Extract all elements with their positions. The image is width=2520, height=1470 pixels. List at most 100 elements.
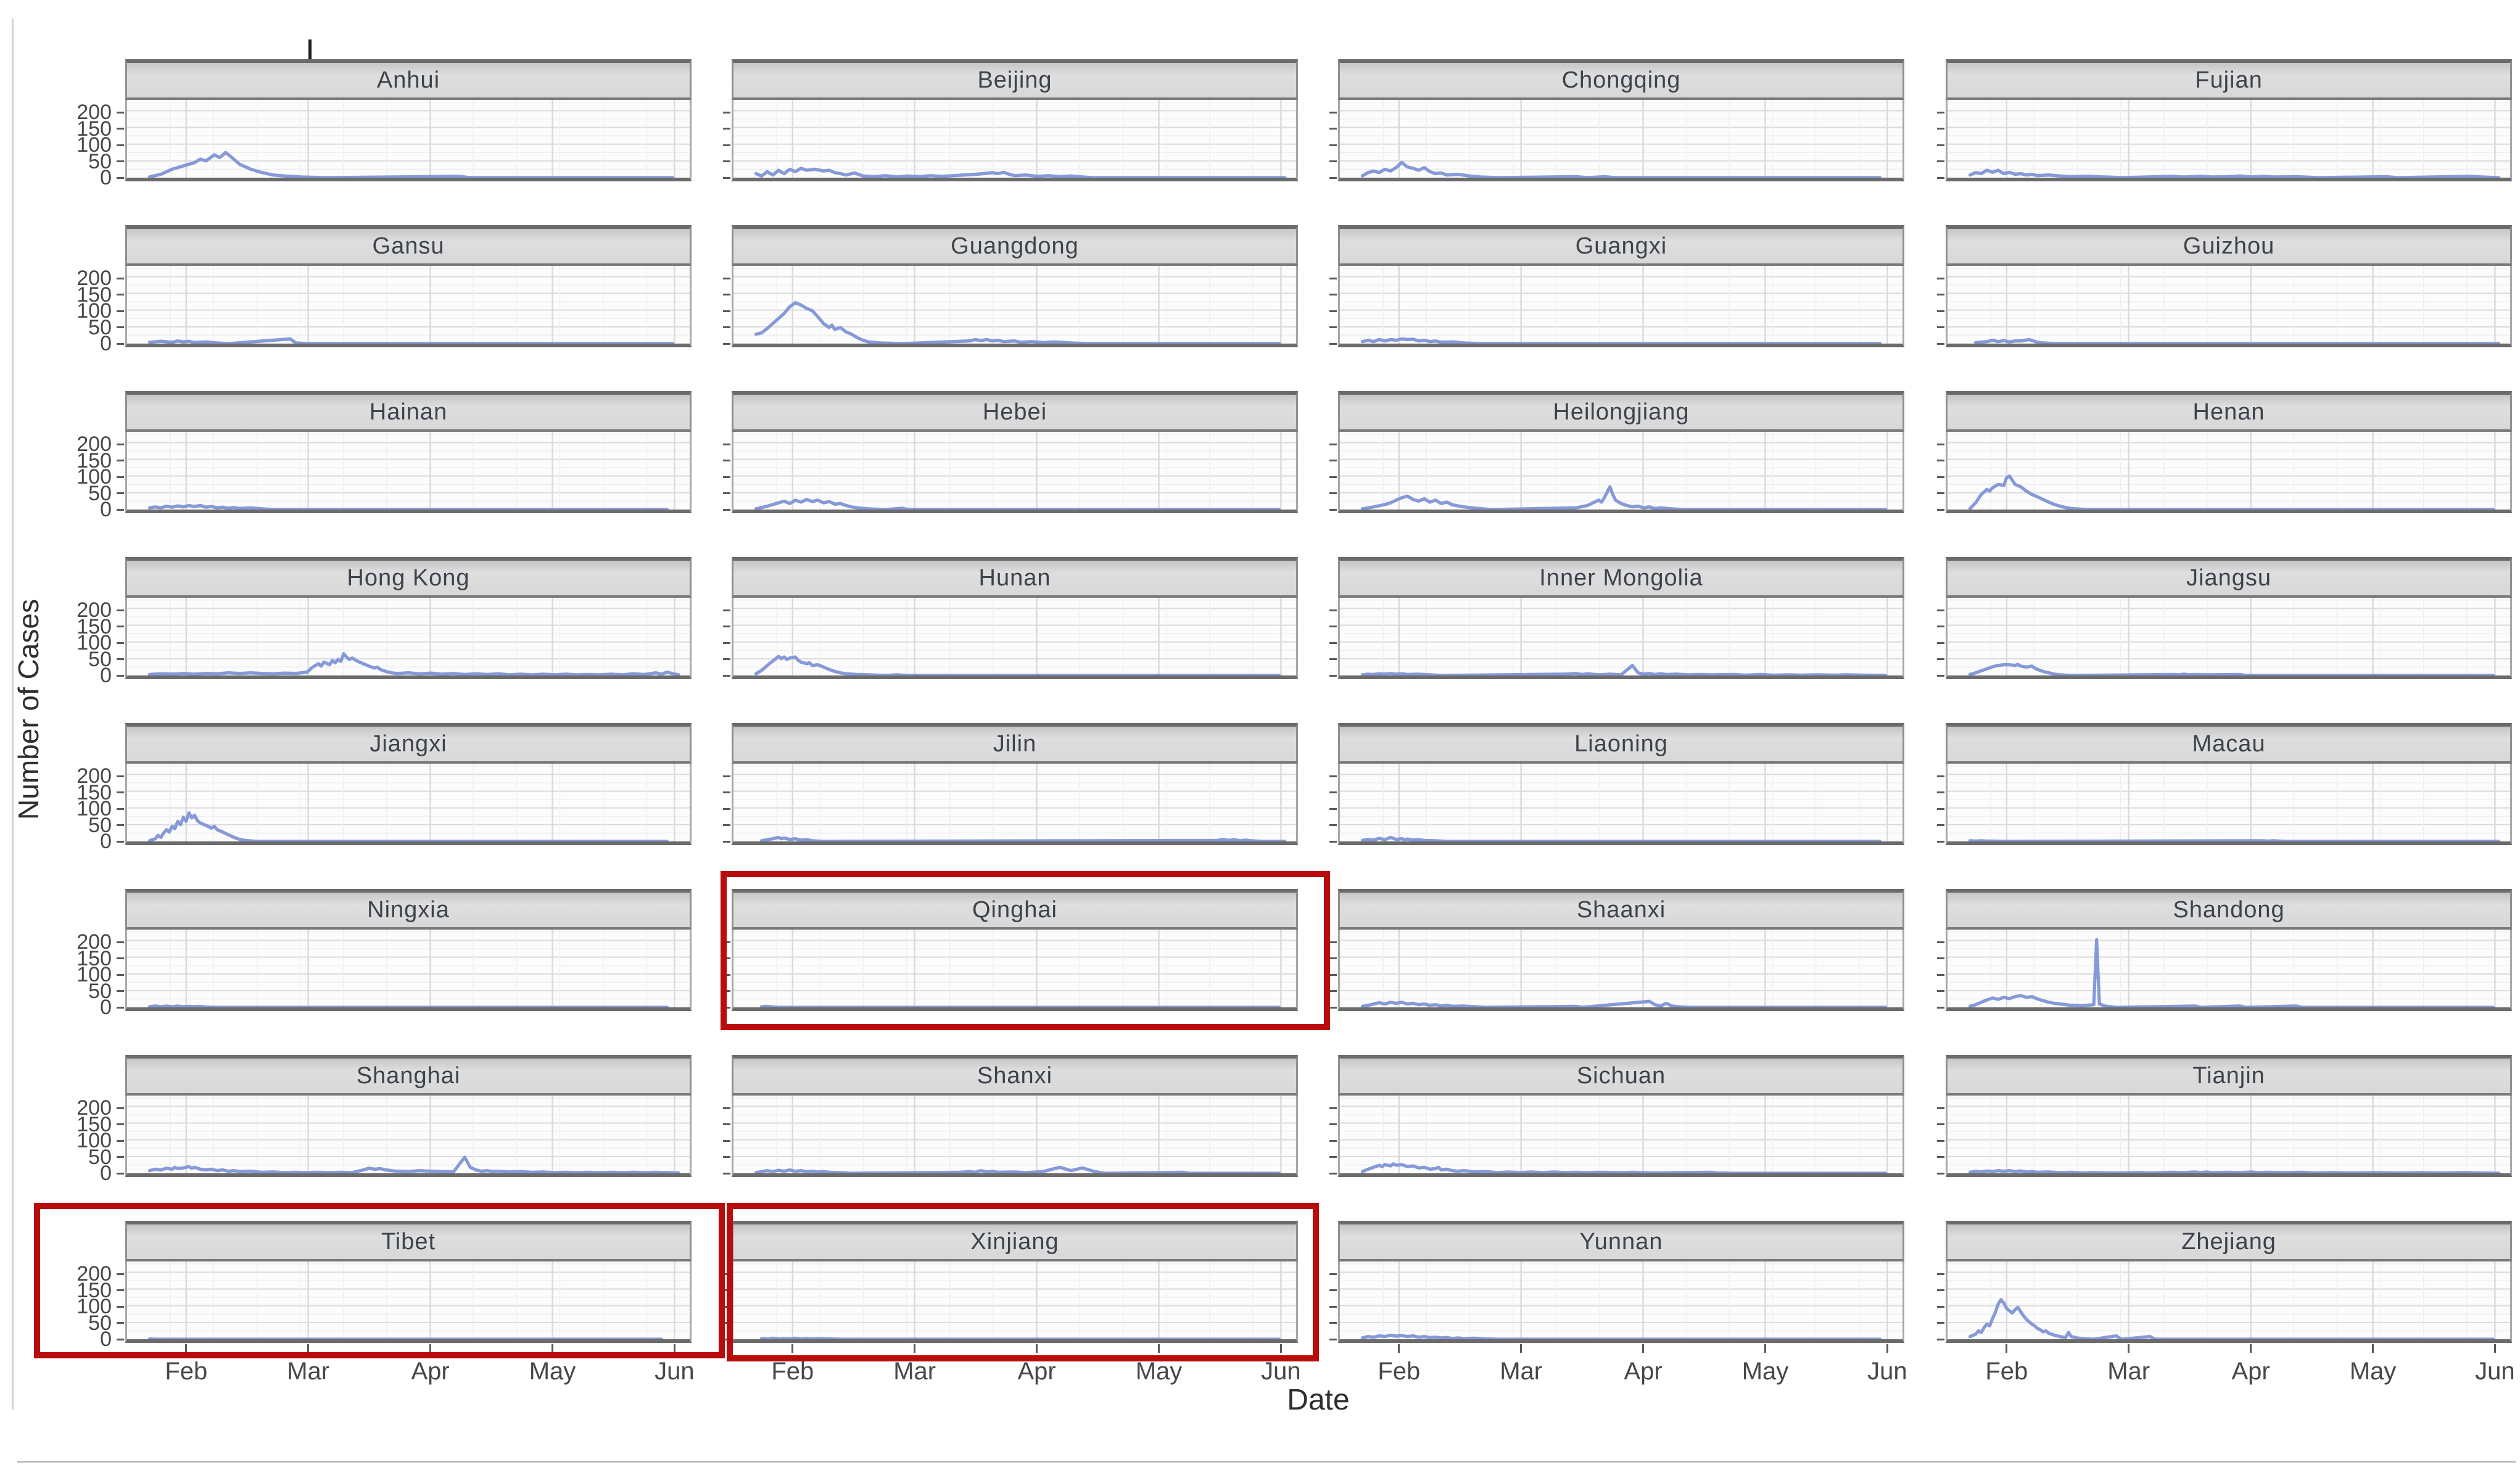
facet-title: Beijing (732, 59, 1298, 100)
facet-title: Macau (1946, 723, 2512, 764)
y-axis-tick (723, 508, 730, 511)
facet-plot-area (1338, 598, 1904, 679)
y-axis-tick (723, 144, 730, 146)
y-axis-tick (1329, 310, 1337, 312)
facet-title: Henan (1946, 391, 2512, 432)
facet-plot-area (1338, 1261, 1904, 1343)
y-tick-label: 100 (76, 963, 112, 986)
y-axis-tick (1329, 807, 1337, 810)
y-axis-tick (117, 1107, 124, 1109)
x-tick-label: Mar (287, 1358, 330, 1385)
x-tick-label: Mar (893, 1358, 936, 1385)
case-count-line (147, 503, 669, 510)
y-axis-tick (117, 460, 124, 461)
case-count-line (1360, 337, 1882, 344)
x-axis-tick (1036, 1344, 1038, 1353)
y-axis-tick (723, 674, 730, 677)
y-axis-tick (1329, 476, 1337, 478)
x-tick-label: Jun (1867, 1358, 1907, 1385)
x-tick-label: Feb (165, 1358, 208, 1385)
y-axis-tick (117, 342, 124, 345)
y-axis-tick (117, 957, 124, 959)
facet-panel: Shandong (1937, 889, 2512, 1011)
y-tick-label: 50 (88, 647, 112, 671)
y-axis-tick (117, 990, 124, 992)
facet-plot-area (1338, 1096, 1904, 1177)
facet-plot-area (1946, 432, 2512, 513)
facet-title: Jilin (732, 723, 1298, 764)
facet-title: Guizhou (1946, 225, 2512, 266)
y-tick-label: 150 (76, 946, 112, 970)
y-tick-label: 50 (88, 1311, 112, 1335)
facet-panel: Guangdong (723, 225, 1298, 347)
facet-plot-area (125, 266, 692, 347)
y-tick-label: 50 (88, 813, 112, 837)
y-axis-tick (1937, 840, 1944, 843)
y-axis-tick (723, 1172, 730, 1175)
y-axis-tick (1937, 277, 1944, 279)
facet-panel: Fujian (1937, 59, 2512, 181)
y-axis-tick (1937, 941, 1944, 943)
y-tick-label: 200 (76, 764, 112, 788)
case-count-line (759, 835, 1287, 841)
facet-title: Jiangxi (125, 723, 692, 764)
sparkline-svg (1340, 432, 1902, 510)
y-axis-tick (1937, 144, 1944, 146)
y-tick-label: 0 (100, 830, 112, 853)
x-axis-tick (2128, 1344, 2130, 1353)
y-tick-label: 200 (76, 598, 112, 622)
facet-panel: Jiangxi 200 150 100 50 0 (76, 723, 692, 852)
facet-title: Yunnan (1338, 1221, 1904, 1261)
x-axis-tick (914, 1344, 916, 1353)
x-axis-tick (185, 1344, 188, 1353)
sparkline-svg (1948, 100, 2510, 178)
y-axis-tick (117, 111, 124, 114)
y-tick-label: 150 (76, 448, 112, 473)
sparkline-svg (1340, 1261, 1902, 1339)
y-axis-tick (1937, 1172, 1944, 1175)
y-axis-tick (1329, 1123, 1337, 1125)
sparkline-svg (127, 100, 690, 178)
x-axis-tick (1398, 1344, 1400, 1353)
sparkline-svg (127, 1096, 690, 1173)
facet-panel: Inner Mongolia (1329, 557, 1904, 679)
y-tick-label: 100 (76, 299, 112, 323)
sparkline-svg (733, 764, 1296, 841)
y-tick-label: 0 (100, 1162, 112, 1185)
case-count-line (1973, 337, 2501, 344)
facet-panel: Chongqing (1329, 59, 1904, 181)
y-axis-tick (117, 791, 124, 793)
y-axis-tick (1329, 144, 1337, 146)
facet-title: Fujian (1946, 59, 2512, 100)
y-axis-tick (117, 626, 124, 627)
y-axis-tick (1937, 1273, 1944, 1275)
facet-plot-area (1946, 764, 2512, 845)
facet-panel: Heilongjiang (1329, 391, 1904, 513)
facet-title: Shaanxi (1338, 889, 1904, 930)
facet-panel: Zhejiang Feb Mar Apr May Jun (1937, 1221, 2515, 1385)
facet-panel: Tianjin (1937, 1055, 2512, 1177)
y-axis-tick (1937, 791, 1944, 793)
case-count-line (754, 654, 1281, 675)
y-axis-tick (1329, 1156, 1337, 1158)
y-tick-label: 200 (76, 101, 112, 124)
y-tick-label: 0 (100, 996, 112, 1019)
x-tick-label: Feb (1378, 1358, 1421, 1385)
y-axis-tick (1937, 508, 1944, 511)
y-axis-tick (1937, 1107, 1944, 1109)
y-axis-tick (723, 1107, 730, 1109)
y-axis-tick (1329, 460, 1337, 461)
y-axis-tick (1937, 443, 1944, 445)
facet-panel: Qinghai (723, 889, 1298, 1011)
y-axis-tick (1329, 1107, 1337, 1109)
sparkline-svg (733, 266, 1296, 344)
left-edge-line (12, 19, 14, 1410)
facet-plot-area (1946, 930, 2512, 1011)
y-axis-tick (1937, 176, 1944, 179)
y-axis-tick (723, 460, 730, 461)
y-axis-tick (1937, 957, 1944, 959)
y-axis-tick (117, 1123, 124, 1125)
facet-plot-area (1338, 100, 1904, 181)
y-axis-tick (1329, 990, 1337, 992)
y-axis-tick (723, 326, 730, 328)
